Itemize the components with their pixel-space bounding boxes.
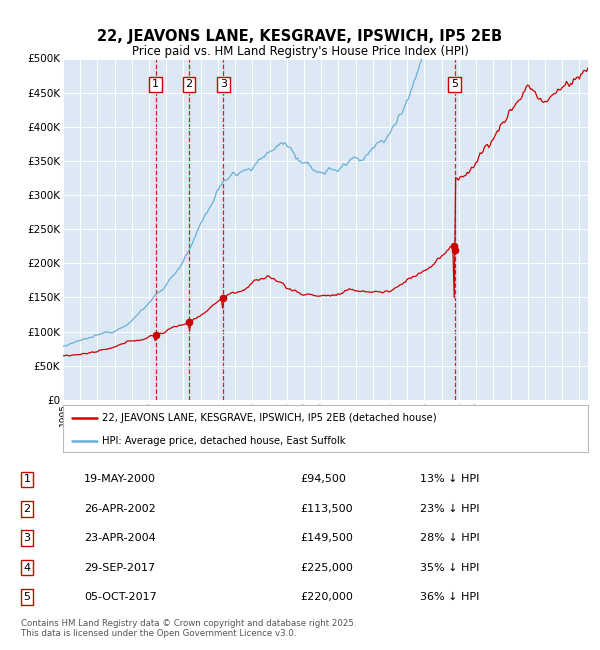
Text: 5: 5 — [23, 592, 31, 602]
Text: 5: 5 — [451, 79, 458, 90]
Text: 22, JEAVONS LANE, KESGRAVE, IPSWICH, IP5 2EB (detached house): 22, JEAVONS LANE, KESGRAVE, IPSWICH, IP5… — [103, 413, 437, 423]
Text: 2: 2 — [185, 79, 193, 90]
Text: 35% ↓ HPI: 35% ↓ HPI — [420, 563, 479, 573]
Text: 05-OCT-2017: 05-OCT-2017 — [84, 592, 157, 602]
Text: 23-APR-2004: 23-APR-2004 — [84, 533, 156, 543]
Text: 28% ↓ HPI: 28% ↓ HPI — [420, 533, 479, 543]
Text: £225,000: £225,000 — [300, 563, 353, 573]
Text: £94,500: £94,500 — [300, 474, 346, 484]
Text: 29-SEP-2017: 29-SEP-2017 — [84, 563, 155, 573]
Text: HPI: Average price, detached house, East Suffolk: HPI: Average price, detached house, East… — [103, 436, 346, 447]
Text: £149,500: £149,500 — [300, 533, 353, 543]
Text: 22, JEAVONS LANE, KESGRAVE, IPSWICH, IP5 2EB: 22, JEAVONS LANE, KESGRAVE, IPSWICH, IP5… — [97, 29, 503, 44]
Text: 3: 3 — [23, 533, 31, 543]
Text: 3: 3 — [220, 79, 227, 90]
Text: 23% ↓ HPI: 23% ↓ HPI — [420, 504, 479, 514]
Text: 26-APR-2002: 26-APR-2002 — [84, 504, 156, 514]
Text: £220,000: £220,000 — [300, 592, 353, 602]
Text: 19-MAY-2000: 19-MAY-2000 — [84, 474, 156, 484]
Text: £113,500: £113,500 — [300, 504, 353, 514]
Text: 1: 1 — [152, 79, 159, 90]
Text: 36% ↓ HPI: 36% ↓ HPI — [420, 592, 479, 602]
Text: 1: 1 — [23, 474, 31, 484]
Text: 13% ↓ HPI: 13% ↓ HPI — [420, 474, 479, 484]
Text: Price paid vs. HM Land Registry's House Price Index (HPI): Price paid vs. HM Land Registry's House … — [131, 46, 469, 58]
Text: 4: 4 — [23, 563, 31, 573]
Text: Contains HM Land Registry data © Crown copyright and database right 2025.
This d: Contains HM Land Registry data © Crown c… — [21, 619, 356, 638]
Text: 2: 2 — [23, 504, 31, 514]
